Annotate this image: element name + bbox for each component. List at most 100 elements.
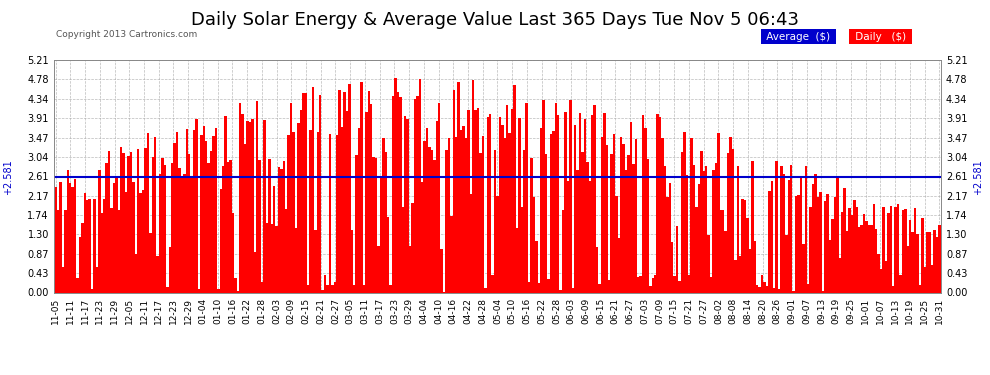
Bar: [268, 159, 270, 292]
Bar: [561, 210, 564, 292]
Bar: [737, 166, 739, 292]
Bar: [287, 135, 290, 292]
Bar: [613, 134, 615, 292]
Bar: [829, 240, 832, 292]
Bar: [703, 171, 705, 292]
Bar: [166, 287, 168, 292]
Bar: [407, 119, 409, 292]
Bar: [457, 81, 459, 292]
Bar: [370, 104, 372, 292]
Bar: [516, 228, 518, 292]
Bar: [579, 112, 581, 292]
Bar: [253, 252, 256, 292]
Bar: [628, 155, 630, 292]
Bar: [441, 249, 443, 292]
Bar: [66, 170, 69, 292]
Bar: [132, 182, 135, 292]
Bar: [756, 285, 758, 292]
Bar: [773, 288, 775, 292]
Bar: [120, 147, 123, 292]
Bar: [897, 204, 899, 292]
Bar: [98, 171, 101, 292]
Bar: [618, 238, 620, 292]
Bar: [491, 274, 494, 292]
Bar: [547, 279, 549, 292]
Bar: [91, 289, 93, 292]
Text: Average  ($): Average ($): [763, 32, 834, 42]
Bar: [708, 236, 710, 292]
Bar: [812, 184, 814, 292]
Bar: [389, 285, 392, 292]
Bar: [358, 128, 360, 292]
Bar: [285, 209, 287, 292]
Bar: [644, 128, 646, 292]
Bar: [824, 201, 827, 292]
Bar: [297, 123, 300, 292]
Text: +2.581: +2.581: [973, 159, 983, 195]
Bar: [188, 154, 190, 292]
Bar: [526, 103, 528, 292]
Bar: [783, 174, 785, 292]
Bar: [282, 161, 285, 292]
Bar: [207, 163, 210, 292]
Bar: [225, 116, 227, 292]
Bar: [329, 134, 332, 292]
Bar: [601, 137, 603, 292]
Bar: [365, 112, 367, 292]
Bar: [251, 119, 253, 292]
Bar: [195, 119, 198, 292]
Bar: [827, 194, 829, 292]
Bar: [135, 255, 137, 292]
Bar: [807, 284, 810, 292]
Bar: [802, 244, 805, 292]
Bar: [248, 122, 251, 292]
Bar: [654, 275, 656, 292]
Bar: [834, 197, 837, 292]
Bar: [751, 161, 753, 292]
Bar: [56, 210, 59, 292]
Bar: [118, 210, 120, 292]
Bar: [108, 151, 110, 292]
Bar: [797, 195, 800, 292]
Bar: [275, 226, 278, 292]
Bar: [892, 286, 894, 292]
Bar: [416, 96, 419, 292]
Bar: [710, 277, 713, 292]
Bar: [865, 221, 867, 292]
Bar: [591, 116, 593, 292]
Bar: [81, 223, 83, 292]
Bar: [656, 114, 659, 292]
Bar: [336, 135, 339, 292]
Bar: [156, 256, 158, 292]
Bar: [860, 225, 863, 292]
Bar: [571, 288, 574, 292]
Bar: [688, 275, 690, 292]
Bar: [630, 122, 633, 292]
Bar: [198, 289, 200, 292]
Bar: [800, 177, 802, 292]
Bar: [683, 132, 686, 292]
Bar: [260, 282, 263, 292]
Bar: [348, 84, 350, 292]
Bar: [344, 92, 346, 292]
Bar: [596, 248, 598, 292]
Bar: [205, 141, 207, 292]
Bar: [574, 125, 576, 292]
Bar: [362, 285, 365, 292]
Bar: [467, 110, 469, 292]
Bar: [419, 79, 421, 292]
Bar: [292, 132, 295, 292]
Bar: [633, 164, 635, 292]
Bar: [839, 258, 841, 292]
Bar: [788, 180, 790, 292]
Bar: [899, 274, 902, 292]
Bar: [872, 204, 875, 292]
Bar: [397, 92, 399, 292]
Bar: [623, 144, 625, 292]
Bar: [382, 138, 384, 292]
Bar: [642, 115, 644, 292]
Bar: [663, 166, 666, 292]
Bar: [280, 169, 282, 292]
Bar: [265, 223, 268, 292]
Bar: [242, 114, 244, 292]
